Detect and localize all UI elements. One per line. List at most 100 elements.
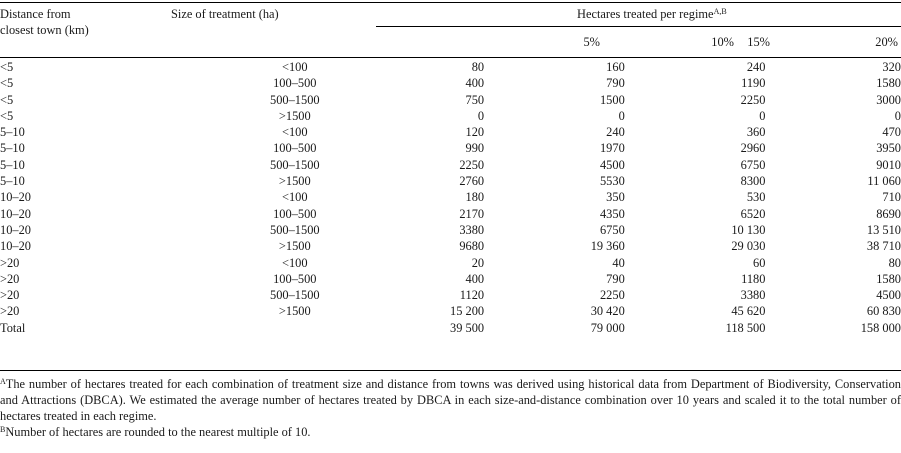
- header-regime-15: 15%: [747, 35, 770, 49]
- cell-size: 100–500: [273, 76, 317, 91]
- header-regime-5: 5%: [583, 35, 600, 49]
- cell-distance: >20: [0, 271, 20, 286]
- cell-size: >1500: [278, 304, 311, 319]
- cell-regime-20: 38 710: [866, 239, 901, 254]
- cell-regime-5: 1120: [459, 288, 485, 303]
- data-table: <5 <100 80 160 240 320 <5 100–500 400 790 1190 1580…: [0, 59, 901, 336]
- cell-regime-20: 3950: [876, 141, 901, 156]
- cell-size: 500–1500: [270, 288, 320, 303]
- table-row: >20 100–500 400 790 1180 1580: [0, 271, 901, 287]
- cell-regime-20: 13 510: [866, 222, 901, 237]
- table-row: 10–20 500–1500 3380 6750 10 130 13 510: [0, 222, 901, 238]
- cell-regime-15: 60: [753, 255, 766, 270]
- cell-regime-10: 1500: [599, 92, 625, 107]
- cell-regime-5: 990: [465, 141, 485, 156]
- table-row: 5–10 >1500 2760 5530 8300 11 060: [0, 173, 901, 189]
- cell-regime-10: 240: [606, 125, 625, 140]
- total-regime-20: 158 000: [860, 320, 901, 335]
- cell-regime-20: 320: [882, 60, 901, 74]
- cell-size: >1500: [278, 239, 311, 254]
- total-regime-15: 118 500: [725, 320, 766, 335]
- cell-regime-5: 15 200: [450, 304, 485, 319]
- cell-distance: >20: [0, 255, 20, 270]
- table-row: 10–20 >1500 9680 19 360 29 030 38 710: [0, 238, 901, 254]
- cell-regime-15: 360: [746, 125, 766, 140]
- cell-distance: <5: [0, 108, 14, 123]
- table-row: 10–20 <100 180 350 530 710: [0, 189, 901, 205]
- cell-size: 100–500: [273, 141, 317, 156]
- footnote-a-mark: A: [0, 377, 6, 386]
- header-group: Hectares treated per regimeA,B: [577, 6, 727, 22]
- cell-regime-15: 0: [759, 108, 766, 123]
- header-distance: Distance from closest town (km): [0, 6, 89, 38]
- cell-regime-20: 710: [882, 190, 901, 205]
- cell-regime-10: 790: [606, 76, 625, 91]
- table-row: 5–10 500–1500 2250 4500 6750 9010: [0, 157, 901, 173]
- footnote-a-text: The number of hectares treated for each …: [0, 377, 901, 423]
- footnote-b: BNumber of hectares are rounded to the n…: [0, 424, 901, 440]
- header-distance-line2: closest town (km): [0, 23, 89, 37]
- table-row: 5–10 100–500 990 1970 2960 3950: [0, 140, 901, 156]
- cell-distance: 5–10: [0, 157, 25, 172]
- header-regime-20: 20%: [875, 35, 898, 49]
- cell-regime-20: 11 060: [867, 174, 901, 189]
- table-row: >20 >1500 15 200 30 420 45 620 60 830: [0, 303, 901, 319]
- cell-regime-20: 60 830: [866, 304, 901, 319]
- table-row: <5 500–1500 750 1500 2250 3000: [0, 92, 901, 108]
- cell-regime-20: 470: [882, 125, 901, 140]
- cell-distance: >20: [0, 288, 20, 303]
- cell-regime-20: 80: [888, 255, 901, 270]
- cell-regime-20: 9010: [876, 157, 901, 172]
- cell-regime-5: 120: [465, 125, 485, 140]
- cell-regime-20: 1580: [876, 76, 901, 91]
- cell-distance: 10–20: [0, 222, 31, 237]
- cell-regime-10: 350: [606, 190, 625, 205]
- cell-distance: <5: [0, 76, 14, 91]
- cell-regime-5: 80: [471, 60, 485, 74]
- cell-size: 100–500: [273, 271, 317, 286]
- cell-regime-5: 2170: [459, 206, 485, 221]
- cell-regime-5: 3380: [459, 222, 485, 237]
- header-regime-10: 10%: [711, 35, 734, 49]
- total-regime-5: 39 500: [450, 320, 485, 335]
- cell-regime-10: 4500: [599, 157, 625, 172]
- cell-regime-20: 0: [894, 108, 901, 123]
- cell-distance: <5: [0, 92, 14, 107]
- cell-size: 500–1500: [270, 157, 320, 172]
- cell-regime-10: 0: [618, 108, 625, 123]
- footnote-a: AThe number of hectares treated for each…: [0, 376, 901, 424]
- cell-regime-15: 240: [746, 60, 766, 74]
- cell-regime-5: 750: [465, 92, 485, 107]
- cell-regime-10: 6750: [599, 222, 625, 237]
- cell-regime-5: 0: [477, 108, 485, 123]
- total-row: Total 39 500 79 000 118 500 158 000: [0, 320, 901, 336]
- cell-distance: 10–20: [0, 190, 31, 205]
- cell-regime-15: 29 030: [731, 239, 766, 254]
- cell-distance: 5–10: [0, 141, 25, 156]
- cell-size: <100: [282, 255, 308, 270]
- cell-regime-10: 2250: [599, 288, 625, 303]
- cell-distance: >20: [0, 304, 20, 319]
- cell-regime-20: 4500: [876, 288, 901, 303]
- header-distance-line1: Distance from: [0, 7, 71, 21]
- table-row: <5 <100 80 160 240 320: [0, 59, 901, 75]
- table-row: >20 500–1500 1120 2250 3380 4500: [0, 287, 901, 303]
- footnote-b-mark: B: [0, 425, 6, 434]
- cell-regime-5: 2250: [459, 157, 485, 172]
- cell-distance: 5–10: [0, 125, 25, 140]
- cell-regime-10: 1970: [599, 141, 625, 156]
- cell-regime-15: 8300: [740, 174, 766, 189]
- cell-regime-10: 790: [606, 271, 625, 286]
- cell-size: <100: [282, 125, 308, 140]
- total-regime-10: 79 000: [590, 320, 625, 335]
- total-label: Total: [0, 320, 26, 335]
- cell-size: <100: [282, 60, 308, 74]
- cell-regime-5: 20: [471, 255, 485, 270]
- cell-distance: 10–20: [0, 239, 31, 254]
- cell-regime-5: 400: [465, 76, 485, 91]
- cell-regime-5: 400: [465, 271, 485, 286]
- cell-distance: <5: [0, 60, 14, 74]
- group-rule: [376, 26, 901, 27]
- table-row: <5 100–500 400 790 1190 1580: [0, 75, 901, 91]
- table-row: 5–10 <100 120 240 360 470: [0, 124, 901, 140]
